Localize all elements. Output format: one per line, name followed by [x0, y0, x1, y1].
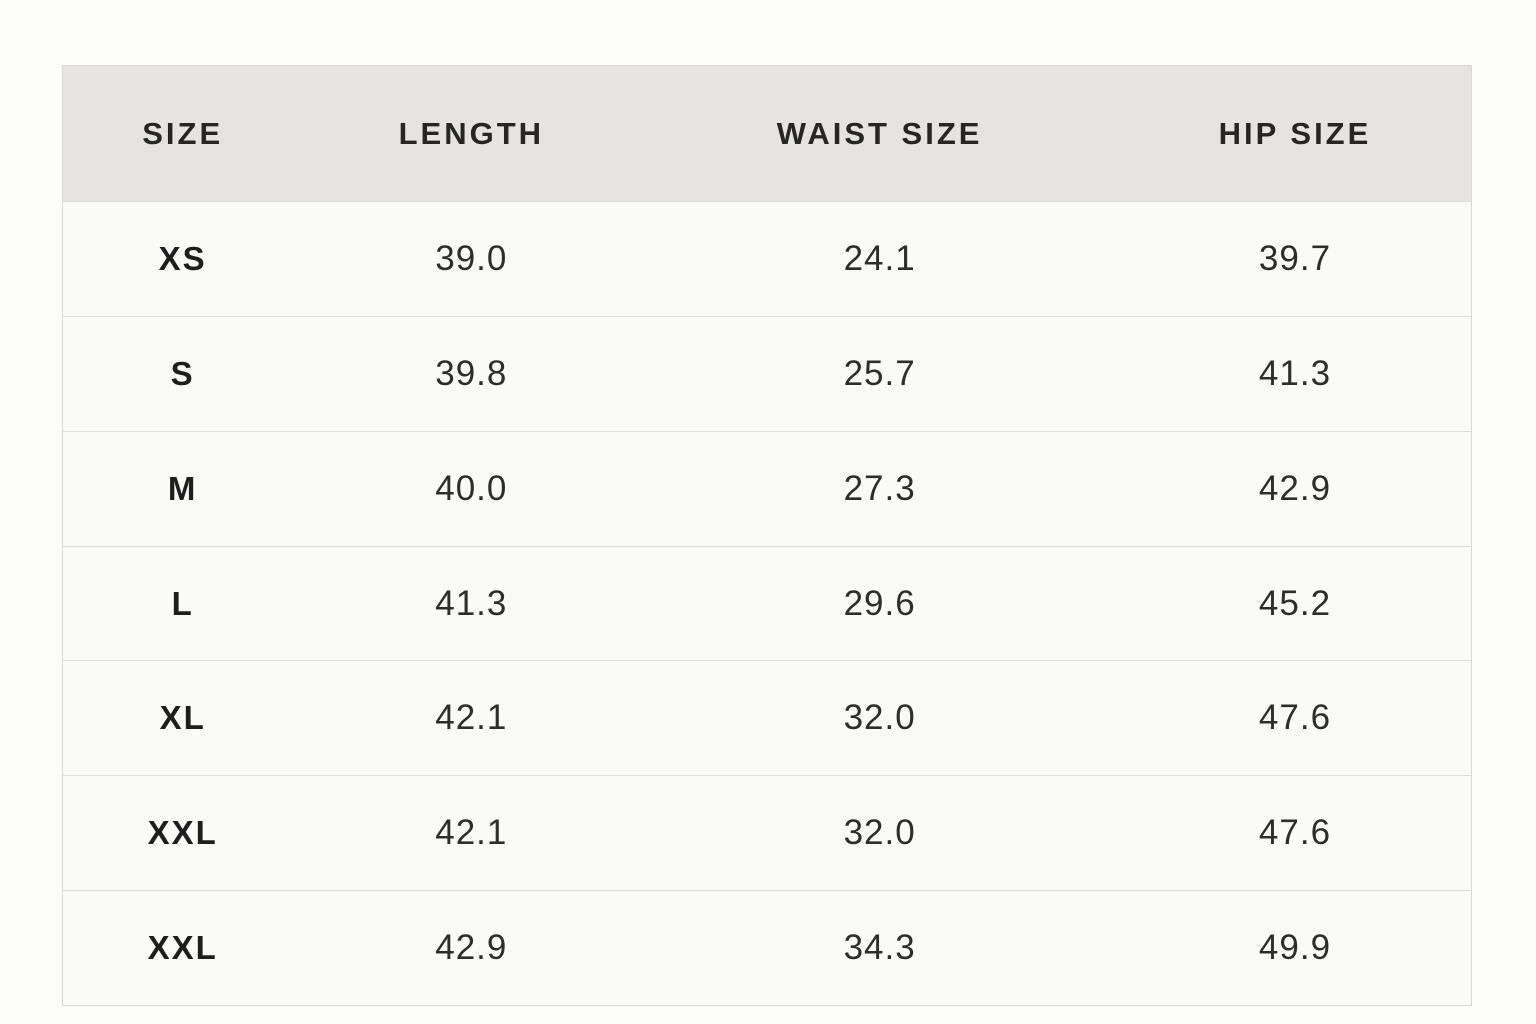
measurement-cell: 24.1: [843, 238, 916, 278]
size-cell: XXL: [147, 814, 218, 852]
measurement-cell: 25.7: [843, 353, 916, 393]
size-cell: XXL: [147, 929, 218, 967]
measurement-cell: 49.9: [1258, 928, 1332, 968]
measurement-cell: 42.1: [435, 698, 508, 738]
column-header-length: LENGTH: [398, 115, 545, 151]
table-row: XS 39.0 24.1 39.7: [63, 201, 1471, 316]
measurement-cell: 42.9: [435, 928, 508, 968]
measurement-cell: 32.0: [843, 698, 916, 738]
measurement-cell: 29.6: [843, 583, 916, 623]
measurement-cell: 47.6: [1258, 698, 1332, 738]
measurement-cell: 34.3: [843, 928, 916, 968]
measurement-cell: 39.7: [1258, 238, 1332, 278]
measurement-cell: 40.0: [435, 468, 508, 508]
table-row: S 39.8 25.7 41.3: [63, 315, 1471, 431]
measurement-cell: 32.0: [843, 813, 916, 853]
size-chart-table: SIZE LENGTH WAIST SIZE HIP SIZE XS 39.0 24…: [62, 65, 1472, 1006]
table-row: XXL 42.9 34.3 49.9: [63, 890, 1471, 1006]
size-cell: XS: [158, 239, 207, 277]
table-row: XL 42.1 32.0 47.6: [63, 660, 1471, 776]
measurement-cell: 27.3: [843, 468, 916, 508]
measurement-cell: 41.3: [1258, 353, 1332, 393]
column-header-hip-size: HIP SIZE: [1218, 115, 1372, 151]
column-header-size: SIZE: [142, 115, 224, 151]
measurement-cell: 41.3: [435, 583, 508, 623]
column-header-waist-size: WAIST SIZE: [776, 115, 983, 151]
measurement-cell: 42.1: [435, 813, 508, 853]
table-row: M 40.0 27.3 42.9: [63, 430, 1471, 546]
measurement-cell: 47.6: [1258, 813, 1332, 853]
size-cell: XL: [159, 699, 206, 737]
measurement-cell: 45.2: [1258, 583, 1332, 623]
measurement-cell: 42.9: [1258, 468, 1332, 508]
size-cell: L: [171, 584, 194, 622]
measurement-cell: 39.0: [435, 238, 508, 278]
measurement-cell: 39.8: [435, 353, 508, 393]
size-cell: M: [167, 469, 198, 507]
table-row: L 41.3 29.6 45.2: [63, 545, 1471, 661]
table-row: XXL 42.1 32.0 47.6: [63, 775, 1471, 891]
size-cell: S: [170, 354, 195, 392]
table-header-row: SIZE LENGTH WAIST SIZE HIP SIZE: [63, 66, 1471, 201]
